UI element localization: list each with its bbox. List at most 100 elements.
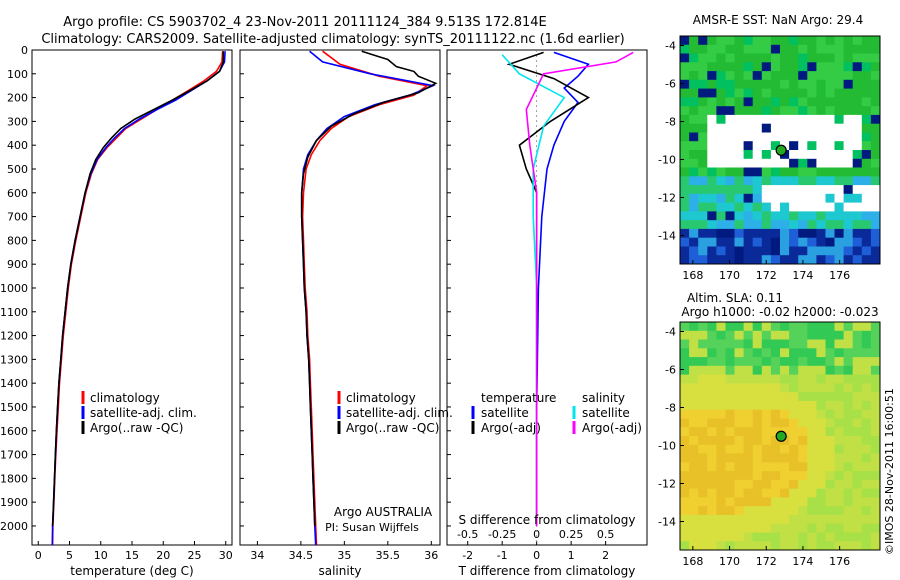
map-cell [761, 88, 772, 98]
map-cell [843, 357, 854, 367]
map-cell [761, 436, 772, 446]
map-cell [789, 220, 799, 230]
map-cell [752, 383, 763, 393]
map-cell [807, 383, 817, 393]
header-line-1: Argo profile: CS 5903702_4 23-Nov-2011 2… [63, 15, 547, 30]
map-cell [743, 255, 754, 265]
map-cell [852, 79, 863, 90]
argo-line [300, 50, 438, 527]
map-cell [843, 453, 854, 463]
map-cell [861, 202, 872, 212]
map-cell [780, 497, 790, 507]
map-cell [707, 88, 717, 98]
map-cell [852, 255, 863, 265]
depth-axis: 0 100 200 300 400 500 600 700 800 900 1000 1100 1200… [0, 44, 451, 533]
map-cell [861, 374, 872, 384]
map-cell [743, 418, 754, 428]
map-cell [716, 237, 726, 247]
map-cell [843, 418, 854, 428]
map-cell [816, 339, 826, 349]
s-diff-tick-label: 0.5 [597, 528, 615, 541]
map-cell [834, 514, 845, 525]
map-cell [743, 220, 754, 230]
map-cell [680, 532, 690, 542]
map-lon-label: 174 [792, 555, 813, 568]
map-cell [770, 541, 781, 551]
map-cell [852, 106, 863, 116]
map-cell [743, 202, 754, 212]
map-cell [716, 228, 726, 239]
map-cell [789, 418, 799, 428]
map-cell [752, 506, 763, 516]
x-tick-label: 36 [424, 549, 438, 562]
map-cell [780, 158, 790, 169]
map-cell [834, 330, 845, 341]
salinity-panel-frame [239, 49, 441, 546]
map-cell [870, 193, 881, 204]
map-cell [816, 374, 826, 384]
map-cell [798, 488, 808, 498]
map-cell [834, 71, 845, 81]
map-cell [852, 246, 863, 256]
map-cell [725, 185, 736, 195]
map-cell [752, 97, 763, 107]
map-cell [761, 339, 772, 349]
map-cell [807, 365, 817, 376]
map-cell [680, 374, 690, 384]
map-cell [743, 36, 754, 46]
map-cell [816, 246, 826, 256]
map-cell [807, 79, 817, 90]
map-cell [834, 357, 845, 367]
map-cell [734, 506, 745, 516]
map-cell [861, 383, 872, 393]
map-cell [725, 365, 736, 376]
map-cell [789, 479, 799, 490]
map-cell [870, 514, 881, 525]
map-cell [716, 436, 726, 446]
sla-map-title-1: Altim. SLA: 0.11 [687, 291, 783, 305]
map-cell [680, 88, 690, 98]
map-cell [752, 158, 763, 169]
map-cell [725, 436, 736, 446]
map-cell [761, 228, 772, 239]
map-cell [834, 322, 845, 332]
map-cell [852, 462, 863, 472]
map-cell [798, 53, 808, 63]
map-cell [852, 322, 863, 332]
map-cell [761, 237, 772, 247]
map-cell [825, 374, 836, 384]
map-cell [798, 374, 808, 384]
map-cell [716, 202, 726, 212]
map-cell [689, 462, 699, 472]
map-cell [780, 176, 790, 186]
map-cell [761, 497, 772, 507]
map-cell [870, 488, 881, 498]
map-cell [725, 167, 736, 177]
map-cell [834, 176, 845, 186]
map-cell [770, 36, 781, 46]
map-cell [780, 193, 790, 204]
map-cell [807, 158, 817, 169]
map-cell [707, 497, 717, 507]
map-cell [680, 53, 690, 63]
map-cell [689, 523, 699, 533]
map-cell [689, 79, 699, 90]
map-cell [816, 79, 826, 90]
map-cell [761, 141, 772, 151]
map-cell [807, 541, 817, 551]
map-cell [834, 88, 845, 98]
map-cell [870, 348, 881, 358]
legend-argo-label: Argo(..raw -QC) [346, 421, 439, 435]
map-cell [861, 514, 872, 525]
map-cell [743, 330, 754, 341]
map-cell [698, 462, 708, 472]
map-cell [789, 114, 799, 125]
map-cell [843, 400, 854, 411]
map-cell [780, 453, 790, 463]
map-cell [680, 114, 690, 125]
map-cell [725, 36, 736, 46]
map-cell [698, 237, 708, 247]
map-cell [789, 237, 799, 247]
map-cell [870, 44, 881, 55]
map-cell [698, 400, 708, 411]
